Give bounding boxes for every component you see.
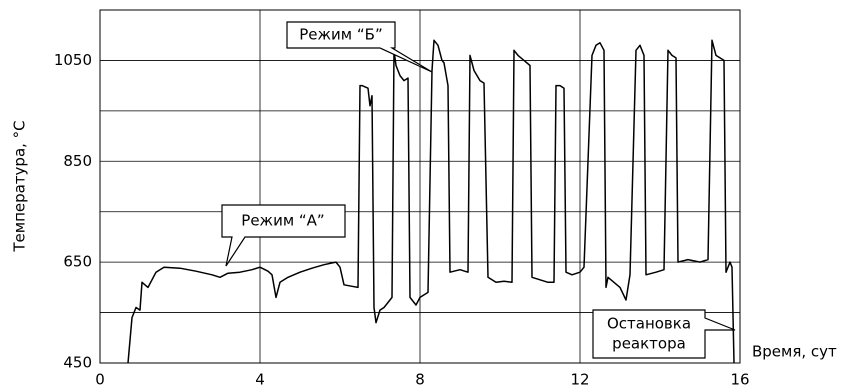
plot-border xyxy=(99,9,741,364)
x-tick-label: 4 xyxy=(255,371,265,389)
annotation-a: Режим “А” xyxy=(221,204,346,267)
x-tick-label: 0 xyxy=(95,371,105,389)
annotation: Режим “Б” xyxy=(299,26,382,44)
x-axis-label: Время, сут xyxy=(752,343,837,361)
x-tick-label: 16 xyxy=(730,371,749,389)
y-tick-label: 1050 xyxy=(54,51,92,69)
annotation-stop: Остановка реактора xyxy=(592,309,736,359)
y-tick-label: 650 xyxy=(63,253,92,271)
callout-box xyxy=(592,309,736,359)
callout-box xyxy=(286,21,433,73)
y-tick-label: 450 xyxy=(63,354,92,372)
y-axis-label: Температура, °C xyxy=(11,120,29,252)
y-tick-label: 850 xyxy=(63,152,92,170)
annotation: реактора xyxy=(612,335,686,353)
annotation: Режим “А” xyxy=(241,212,324,230)
x-tick-label: 8 xyxy=(415,371,425,389)
annotation: Остановка xyxy=(607,315,691,333)
temperature-line xyxy=(127,39,735,364)
x-tick-label: 12 xyxy=(570,371,589,389)
plot-area: 450 650 850 1050 0 4 8 12 16 xyxy=(54,9,750,389)
annotation-b: Режим “Б” xyxy=(286,21,433,73)
callout-box xyxy=(221,204,346,267)
